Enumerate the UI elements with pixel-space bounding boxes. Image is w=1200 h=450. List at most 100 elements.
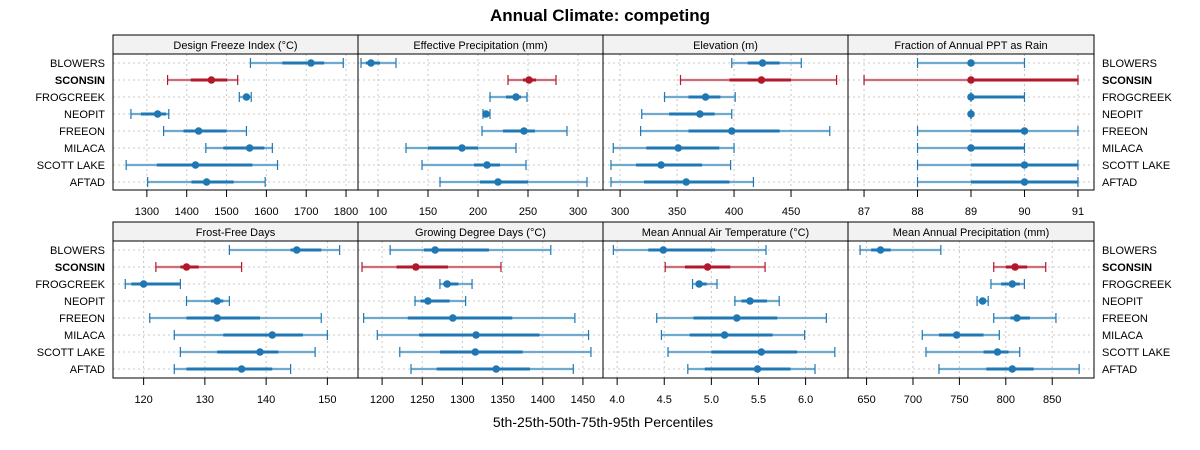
median-point <box>1013 314 1021 322</box>
median-point <box>471 348 480 356</box>
y-label-left: FREEON <box>59 126 105 138</box>
median-point <box>657 161 665 169</box>
panel-4: Fraction of Annual PPT as Rain 87 88 89 90 91 <box>847 34 1095 218</box>
data-row-sconsin <box>679 75 838 85</box>
x-tick-label: 700 <box>904 394 922 406</box>
median-point <box>682 178 690 186</box>
data-row-blowers <box>360 58 397 68</box>
median-point <box>483 161 491 169</box>
data-row-blowers <box>389 245 552 255</box>
x-axis-label: 5th-25th-50th-75th-95th Percentiles <box>493 414 713 430</box>
panel-border <box>602 240 849 379</box>
median-point <box>472 331 480 339</box>
data-row-scott-lake <box>925 347 1021 357</box>
median-point <box>659 246 668 254</box>
x-tick-label: 150 <box>318 394 336 406</box>
data-row-blowers <box>249 58 344 68</box>
data-row-sconsin <box>361 262 502 272</box>
median-point <box>207 76 216 84</box>
data-row-frogcreek <box>967 92 1026 102</box>
y-label-right: NEOPIT <box>1102 296 1143 308</box>
median-point <box>443 280 451 288</box>
data-row-frogcreek <box>990 279 1025 289</box>
data-row-milaca <box>612 143 735 153</box>
median-point <box>952 331 961 339</box>
data-row-scott-lake <box>125 160 279 170</box>
median-point <box>720 331 729 339</box>
data-row-blowers <box>731 58 802 68</box>
x-tick-label: 800 <box>997 394 1015 406</box>
median-point <box>1011 263 1019 271</box>
y-label-right: FREEON <box>1102 313 1148 325</box>
median-point <box>256 348 264 356</box>
x-tick-label: 140 <box>257 394 275 406</box>
median-point <box>758 59 767 67</box>
median-point <box>245 144 254 152</box>
median-point <box>733 314 741 322</box>
data-row-scott-lake <box>667 347 836 357</box>
data-row-aftad <box>439 177 588 187</box>
median-point <box>431 246 439 254</box>
panel-8: Mean Annual Precipitation (mm) 650 700 750 8… <box>847 221 1095 406</box>
data-row-frogcreek <box>124 279 181 289</box>
data-row-sconsin <box>863 75 1079 85</box>
panel-3: Elevation (m) 300 350 400 450 <box>602 34 849 218</box>
panel-2: Effective Precipitation (mm) 100 150 200 250… <box>357 34 604 218</box>
x-tick-label: 100 <box>369 206 387 218</box>
x-tick-label: 88 <box>911 206 923 218</box>
median-point <box>139 280 148 288</box>
data-row-scott-lake <box>916 160 1079 170</box>
x-tick-label: 90 <box>1018 206 1030 218</box>
data-row-sconsin <box>993 262 1047 272</box>
median-point <box>1020 127 1029 135</box>
panel-border <box>112 240 359 379</box>
median-point <box>1020 178 1029 186</box>
x-tick-label: 1200 <box>370 394 394 406</box>
median-point <box>967 144 975 152</box>
data-row-sconsin <box>155 262 243 272</box>
median-point <box>482 110 490 118</box>
median-point <box>182 263 191 271</box>
median-point <box>412 263 420 271</box>
median-point <box>1020 161 1029 169</box>
y-label-left: BLOWERS <box>50 245 105 257</box>
data-row-neopit <box>414 296 467 306</box>
data-row-aftad <box>687 364 816 374</box>
y-label-left: FROGCREEK <box>35 92 105 104</box>
median-point <box>525 76 533 84</box>
panel-border <box>112 53 359 191</box>
median-point <box>695 280 703 288</box>
panel-title: Effective Precipitation (mm) <box>413 40 547 52</box>
data-row-neopit <box>967 109 975 119</box>
y-label-left: BLOWERS <box>50 58 105 70</box>
data-row-aftad <box>173 364 292 374</box>
y-label-right: AFTAD <box>1102 364 1137 376</box>
panel-border <box>847 53 1095 191</box>
y-label-left: NEOPIT <box>64 296 105 308</box>
panel-border <box>602 53 849 191</box>
median-point <box>153 110 162 118</box>
panel-title: Growing Degree Days (°C) <box>415 227 546 239</box>
data-row-neopit <box>734 296 780 306</box>
data-row-sconsin <box>664 262 766 272</box>
median-point <box>1008 365 1017 373</box>
data-row-neopit <box>185 296 230 306</box>
data-row-freeon <box>162 126 248 136</box>
y-label-left: SCOTT LAKE <box>37 347 105 359</box>
data-row-scott-lake <box>399 347 592 357</box>
data-row-neopit <box>130 109 170 119</box>
median-point <box>967 76 975 84</box>
data-row-scott-lake <box>421 160 527 170</box>
data-row-aftad <box>938 364 1080 374</box>
median-point <box>367 59 375 67</box>
data-row-frogcreek <box>439 279 473 289</box>
x-tick-label: 650 <box>857 394 875 406</box>
x-tick-label: 6.0 <box>798 394 813 406</box>
median-point <box>512 93 520 101</box>
y-label-right: AFTAD <box>1102 177 1137 189</box>
row-labels: BLOWERS BLOWERS SCONSIN SCONSIN FROGCREEK FRO… <box>35 58 1172 376</box>
median-point <box>448 314 457 322</box>
panel-title: Fraction of Annual PPT as Rain <box>894 40 1047 52</box>
median-point <box>967 59 975 67</box>
median-point <box>492 365 500 373</box>
